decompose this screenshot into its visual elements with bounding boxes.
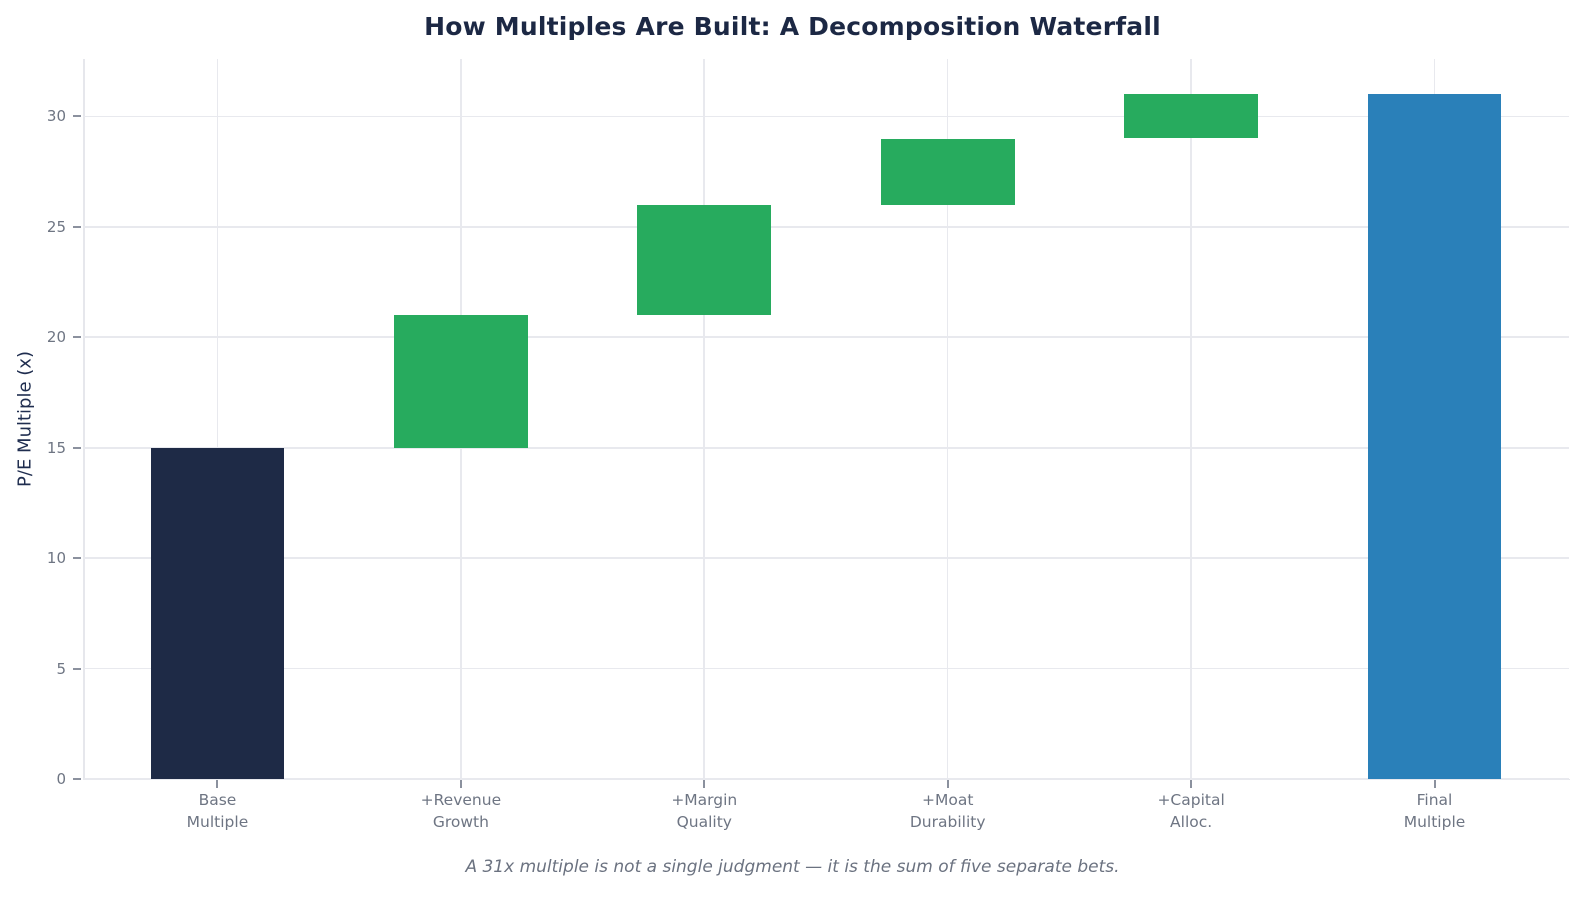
x-tick-label: Final Multiple <box>1403 791 1466 831</box>
x-axis-tick <box>946 780 949 788</box>
horizontal-gridline <box>83 557 1569 559</box>
x-axis-tick <box>703 780 706 788</box>
x-axis-tick <box>1190 780 1193 788</box>
x-axis-tick <box>1433 780 1436 788</box>
horizontal-gridline <box>83 336 1569 339</box>
horizontal-gridline <box>83 778 1569 780</box>
vertical-gridline <box>216 59 219 779</box>
horizontal-gridline <box>83 115 1569 118</box>
y-axis-tick <box>73 336 81 339</box>
y-tick-label: 0 <box>56 770 66 788</box>
y-axis-label: P/E Multiple (x) <box>14 351 36 487</box>
vertical-gridline <box>946 59 949 779</box>
bar-revenue-growth <box>393 315 528 448</box>
x-tick-label: Base Multiple <box>186 791 249 831</box>
chart-caption: A 31x multiple is not a single judgment … <box>465 857 1120 877</box>
y-tick-label: 25 <box>46 217 66 236</box>
vertical-gridline <box>1190 59 1192 779</box>
x-tick-label: +Moat Durability <box>909 791 986 831</box>
y-axis-tick <box>73 667 81 670</box>
horizontal-gridline <box>83 446 1569 449</box>
x-axis-tick <box>216 780 219 788</box>
y-axis-tick <box>73 446 81 449</box>
y-axis-tick <box>73 557 81 560</box>
y-tick-label: 20 <box>46 328 66 347</box>
y-axis-spine <box>83 59 85 779</box>
y-axis-tick <box>73 225 81 228</box>
x-tick-label: +Margin Quality <box>671 791 738 831</box>
bar-capital-alloc <box>1124 94 1259 139</box>
bar-moat-durability <box>880 138 1015 205</box>
bar-final-multiple <box>1367 94 1502 779</box>
chart-title: How Multiples Are Built: A Decomposition… <box>424 12 1161 41</box>
y-axis-tick <box>73 778 81 780</box>
y-tick-label: 10 <box>46 549 66 568</box>
x-tick-label: +Revenue Growth <box>420 791 502 831</box>
bar-margin-quality <box>637 204 772 316</box>
bar-base-multiple <box>150 447 285 779</box>
x-tick-label: +Capital Alloc. <box>1157 791 1225 831</box>
horizontal-gridline <box>83 667 1569 670</box>
y-axis-tick <box>73 115 81 118</box>
y-tick-label: 5 <box>56 659 66 678</box>
y-tick-label: 15 <box>46 438 66 457</box>
plot-area <box>83 59 1569 780</box>
horizontal-gridline <box>83 226 1569 228</box>
x-axis-tick <box>459 780 462 788</box>
vertical-gridline <box>703 59 706 779</box>
y-tick-label: 30 <box>46 107 66 126</box>
